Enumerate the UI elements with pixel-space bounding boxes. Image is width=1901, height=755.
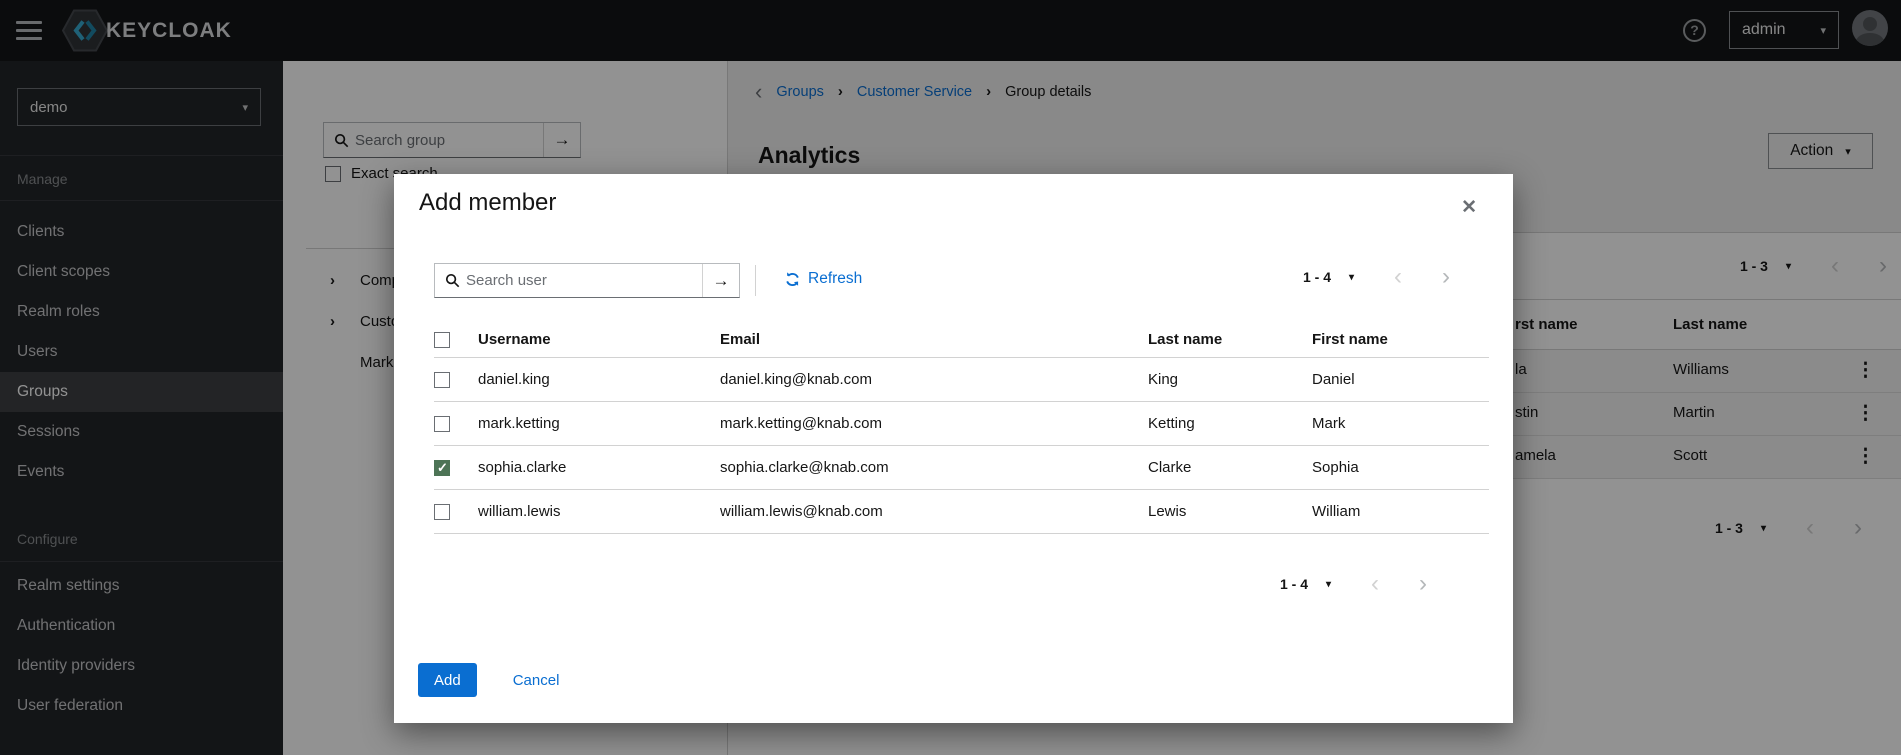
sidebar-item-clients[interactable]: Clients	[17, 223, 65, 240]
modal-footer: Add Cancel	[418, 663, 565, 697]
members-pagination-top: 1 - 3 ▾ ‹ ›	[1739, 252, 1887, 279]
search-icon	[445, 273, 460, 288]
chevron-right-icon: ›	[986, 83, 992, 100]
modal-pagination-top: 1 - 4 ▾ ‹ ›	[1303, 263, 1451, 290]
realm-select[interactable]: demo ▾	[17, 88, 261, 126]
action-dropdown-button[interactable]: Action ▾	[1768, 133, 1873, 169]
breadcrumb-current: Group details	[1005, 83, 1092, 100]
pagination-next-icon[interactable]: ›	[1879, 252, 1887, 279]
exact-search-checkbox[interactable]: ✓	[325, 165, 341, 182]
group-search-input[interactable]	[349, 131, 543, 149]
table-row: ✓ sophia.clarke sophia.clarke@knab.com C…	[434, 446, 1489, 490]
chevron-right-icon: ›	[837, 83, 843, 100]
header-last-name: Last name	[1148, 331, 1223, 348]
pagination-range: 1 - 4	[1303, 269, 1332, 285]
cancel-button[interactable]: Cancel	[507, 671, 566, 690]
pagination-prev-icon[interactable]: ‹	[1394, 263, 1403, 290]
members-pagination-bottom: 1 - 3 ▾ ‹ ›	[1714, 514, 1862, 541]
pagination-prev-icon[interactable]: ‹	[1806, 514, 1814, 541]
kebab-menu-icon[interactable]: ⋮	[1856, 403, 1875, 424]
search-submit-button[interactable]: →	[543, 123, 580, 157]
masthead: KEYCLOAK ? admin ▾	[0, 0, 1901, 61]
chevron-right-icon[interactable]: ›	[330, 312, 335, 330]
section-header-manage: Manage	[0, 155, 283, 201]
add-member-modal: Add member ✕ → Refresh 1 - 4 ▾ ‹ ›	[394, 174, 1513, 723]
chevron-down-icon: ▾	[1845, 145, 1851, 158]
sidebar-item-client-scopes[interactable]: Client scopes	[17, 263, 111, 280]
sidebar-item-users[interactable]: Users	[17, 343, 58, 360]
refresh-button[interactable]: Refresh	[785, 270, 862, 288]
sidebar-item-user-federation[interactable]: User federation	[17, 697, 123, 714]
table-row: ✓ daniel.king daniel.king@knab.com King …	[434, 358, 1489, 402]
help-icon[interactable]: ?	[1683, 19, 1706, 42]
keycloak-logo: KEYCLOAK	[62, 9, 232, 52]
pagination-range: 1 - 3	[1739, 258, 1768, 274]
pagination-prev-icon[interactable]: ‹	[1371, 570, 1380, 597]
keycloak-logo-icon	[62, 9, 108, 52]
sidebar-item-realm-roles[interactable]: Realm roles	[17, 303, 100, 320]
breadcrumb-groups-link[interactable]: Groups	[776, 83, 824, 100]
divider	[755, 265, 756, 296]
modal-title: Add member	[419, 189, 557, 216]
realm-select-value: demo	[30, 98, 68, 116]
pagination-menu-caret-icon[interactable]: ▾	[1760, 522, 1766, 534]
pagination-next-icon[interactable]: ›	[1419, 570, 1428, 597]
kebab-menu-icon[interactable]: ⋮	[1856, 446, 1875, 467]
sidebar-item-sessions[interactable]: Sessions	[17, 423, 80, 440]
row-checkbox[interactable]: ✓	[434, 415, 450, 432]
user-table: ✓ Username Email Last name First name ✓ …	[434, 322, 1489, 534]
group-search: →	[323, 122, 581, 158]
page-title: Analytics	[758, 142, 861, 169]
pagination-menu-caret-icon[interactable]: ▾	[1326, 578, 1332, 590]
user-menu-dropdown[interactable]: admin ▾	[1729, 11, 1839, 49]
chevron-down-icon: ▾	[242, 101, 248, 114]
pagination-next-icon[interactable]: ›	[1854, 514, 1862, 541]
pagination-menu-caret-icon[interactable]: ▾	[1785, 260, 1791, 272]
brand-title: KEYCLOAK	[106, 18, 232, 42]
breadcrumb-customer-service-link[interactable]: Customer Service	[856, 83, 973, 100]
header-first-name: First name	[1312, 331, 1388, 348]
pagination-prev-icon[interactable]: ‹	[1831, 252, 1839, 279]
add-button[interactable]: Add	[418, 663, 477, 697]
nav-toggle-icon[interactable]	[16, 21, 42, 40]
search-submit-button[interactable]: →	[702, 264, 739, 297]
row-checkbox[interactable]: ✓	[434, 371, 450, 388]
user-search-input[interactable]	[460, 272, 702, 289]
sidebar-item-groups[interactable]: Groups	[0, 372, 283, 412]
refresh-icon	[786, 271, 799, 286]
header-email: Email	[720, 331, 761, 348]
members-header-last-name: Last name	[1673, 316, 1748, 333]
select-all-checkbox[interactable]: ✓	[434, 331, 450, 348]
pagination-menu-caret-icon[interactable]: ▾	[1349, 271, 1355, 283]
user-search: →	[434, 263, 740, 298]
user-table-header: ✓ Username Email Last name First name	[434, 322, 1489, 358]
sidebar-item-identity-providers[interactable]: Identity providers	[17, 657, 136, 674]
row-checkbox[interactable]: ✓	[434, 503, 450, 520]
close-icon[interactable]: ✕	[1461, 197, 1477, 218]
refresh-label: Refresh	[808, 270, 863, 287]
chevron-down-icon: ▾	[1820, 24, 1826, 37]
search-icon	[334, 133, 349, 148]
user-menu-label: admin	[1742, 21, 1786, 38]
sidebar: demo ▾ Manage Clients Client scopes Real…	[0, 61, 283, 755]
header-username: Username	[478, 331, 551, 348]
modal-pagination-bottom: 1 - 4 ▾ ‹ ›	[1280, 570, 1428, 597]
sidebar-item-realm-settings[interactable]: Realm settings	[17, 577, 120, 594]
section-header-configure: Configure	[0, 516, 283, 562]
table-row: ✓ william.lewis william.lewis@knab.com L…	[434, 490, 1489, 534]
sidebar-item-events[interactable]: Events	[17, 463, 65, 480]
row-checkbox-checked[interactable]: ✓	[434, 459, 450, 476]
pagination-range: 1 - 4	[1280, 576, 1309, 592]
sidebar-item-authentication[interactable]: Authentication	[17, 617, 116, 634]
breadcrumb: ‹ Groups › Customer Service › Group deta…	[755, 78, 1092, 104]
pagination-range: 1 - 3	[1714, 520, 1743, 536]
pagination-next-icon[interactable]: ›	[1442, 263, 1451, 290]
kebab-menu-icon[interactable]: ⋮	[1856, 360, 1875, 381]
breadcrumb-back-icon[interactable]: ‹	[755, 78, 763, 104]
table-row: ✓ mark.ketting mark.ketting@knab.com Ket…	[434, 402, 1489, 446]
members-header-first-name: rst name	[1515, 316, 1578, 333]
avatar[interactable]	[1852, 10, 1888, 46]
chevron-right-icon[interactable]: ›	[330, 271, 335, 289]
